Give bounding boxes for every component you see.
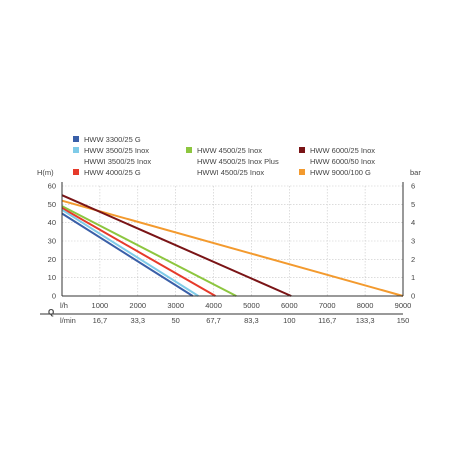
y-right-tick-label: 6 bbox=[411, 182, 415, 191]
legend-swatch-hww-3500-25-inox bbox=[73, 147, 79, 153]
x-tick-label-lh: 7000 bbox=[319, 301, 336, 310]
x-tick-label-lh: 8000 bbox=[357, 301, 374, 310]
y-left-tick-label: 0 bbox=[52, 292, 56, 301]
legend-label-hww-9000-100-g: HWW 9000/100 G bbox=[310, 168, 371, 177]
series-line-1 bbox=[61, 194, 292, 297]
x-tick-label-lmin: 67,7 bbox=[206, 316, 221, 325]
legend-label-hww-3500-25-inox: HWW 3500/25 Inox bbox=[84, 146, 149, 155]
legend-swatch-hww-4500-25-inox bbox=[186, 147, 192, 153]
legend-label-hwwi-3500-25-inox: HWWI 3500/25 Inox bbox=[84, 157, 151, 166]
y-left-tick-label: 50 bbox=[48, 200, 56, 209]
x-tick-label-lh: 9000 bbox=[395, 301, 412, 310]
legend-label-hww-4500-25-inox-plus: HWW 4500/25 Inox Plus bbox=[197, 157, 279, 166]
y-left-tick-label: 10 bbox=[48, 273, 56, 282]
series-line-5 bbox=[61, 212, 194, 297]
axes bbox=[40, 182, 404, 315]
y-right-axis-label: bar bbox=[410, 168, 421, 177]
y-right-tick-label: 3 bbox=[411, 237, 415, 246]
x-tick-label-lmin: 150 bbox=[397, 316, 410, 325]
x-row2-unit: l/min bbox=[60, 316, 76, 325]
x-tick-label-lmin: 83,3 bbox=[244, 316, 259, 325]
y-left-tick-label: 60 bbox=[48, 182, 56, 191]
grid bbox=[62, 185, 403, 296]
legend-label-hww-4500-25-inox: HWW 4500/25 Inox bbox=[197, 146, 262, 155]
legend-label-hww-4000-25-g: HWW 4000/25 G bbox=[84, 168, 141, 177]
x-tick-label-lmin: 133,3 bbox=[356, 316, 375, 325]
y-right-tick-label: 2 bbox=[411, 255, 415, 264]
y-right-tick-label: 0 bbox=[411, 292, 415, 301]
x-tick-label-lh: 5000 bbox=[243, 301, 260, 310]
legend-swatch-hww-9000-100-g bbox=[299, 169, 305, 175]
x-tick-label-lh: 3000 bbox=[167, 301, 184, 310]
y-left-tick-label: 40 bbox=[48, 218, 56, 227]
x-tick-label-lmin: 100 bbox=[283, 316, 296, 325]
legend-label-hww-6000-25-inox: HWW 6000/25 Inox bbox=[310, 146, 375, 155]
legend-label-hww-3300-25-g: HWW 3300/25 G bbox=[84, 135, 141, 144]
x-tick-label-lmin: 33,3 bbox=[130, 316, 145, 325]
x-tick-label-lmin: 50 bbox=[171, 316, 179, 325]
y-left-axis-label: H(m) bbox=[37, 168, 54, 177]
legend-swatch-hww-3300-25-g bbox=[73, 136, 79, 142]
x-tick-label-lmin: 116,7 bbox=[318, 316, 336, 325]
x-row1-unit: l/h bbox=[60, 301, 68, 310]
y-right-tick-label: 4 bbox=[411, 218, 415, 227]
series-line-0 bbox=[61, 199, 404, 297]
series-line-3 bbox=[61, 207, 216, 297]
y-left-tick-label: 30 bbox=[48, 237, 56, 246]
tick-labels: 0 0 10 1 20 2 30 3 40 4 50 5 60 6 1000 16,7 2000 33,3 3000… bbox=[48, 182, 416, 326]
x-tick-label-lmin: 16,7 bbox=[93, 316, 108, 325]
legend-swatch-hww-6000-25-inox bbox=[299, 147, 305, 153]
x-tick-label-lh: 1000 bbox=[92, 301, 109, 310]
legend: HWW 3300/25 G HWW 3500/25 Inox HWWI 3500… bbox=[73, 135, 375, 177]
legend-swatch-hww-4000-25-g bbox=[73, 169, 79, 175]
x-tick-label-lh: 4000 bbox=[205, 301, 222, 310]
legend-label-hww-6000-50-inox: HWW 6000/50 Inox bbox=[310, 157, 375, 166]
x-axis-label: Q bbox=[48, 308, 54, 317]
legend-label-hwwi-4500-25-inox: HWWI 4500/25 Inox bbox=[197, 168, 264, 177]
y-right-tick-label: 5 bbox=[411, 200, 415, 209]
y-left-tick-label: 20 bbox=[48, 255, 56, 264]
series-line-2 bbox=[61, 205, 237, 297]
series-line-4 bbox=[61, 208, 199, 297]
y-right-tick-label: 1 bbox=[411, 273, 415, 282]
x-tick-label-lh: 6000 bbox=[281, 301, 298, 310]
x-tick-label-lh: 2000 bbox=[129, 301, 146, 310]
series-layer bbox=[61, 194, 404, 297]
